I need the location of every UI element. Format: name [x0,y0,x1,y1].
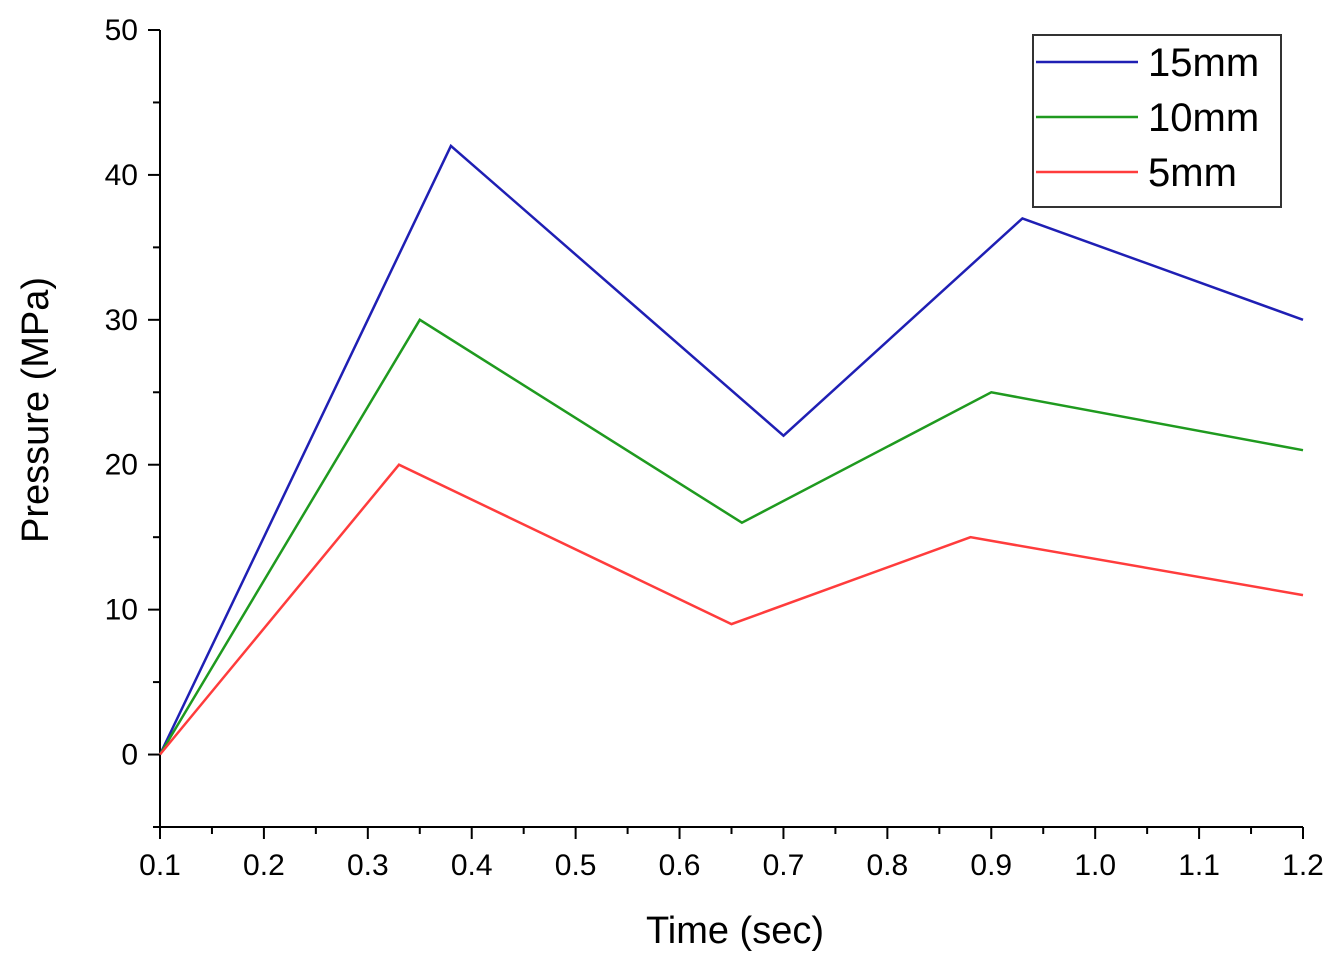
y-tick-label: 50 [105,14,138,47]
axes: 0 10 20 30 40 50 0.1 0.2 0.3 0.4 0.5 0.6 0.7 0.8 0.9 1… [105,14,1324,882]
x-tick-label: 0.3 [347,849,389,882]
x-tick-label: 0.1 [139,849,181,882]
legend-label-5mm: 5mm [1148,151,1237,195]
x-tick-label: 0.4 [451,849,493,882]
legend: 15mm 10mm 5mm [1032,34,1282,208]
x-axis-label: Time (sec) [646,910,824,952]
x-tick-label: 0.2 [243,849,285,882]
legend-items: 15mm 10mm 5mm [1036,41,1259,195]
x-tick-label: 0.6 [659,849,701,882]
y-ticks: 0 10 20 30 40 50 [105,14,160,828]
x-tick-label: 0.9 [970,849,1012,882]
y-tick-label: 0 [121,739,138,772]
legend-label-15mm: 15mm [1148,41,1259,85]
y-tick-label: 10 [105,594,138,627]
legend-label-10mm: 10mm [1148,96,1259,140]
x-tick-label: 1.0 [1074,849,1116,882]
y-tick-label: 20 [105,449,138,482]
series-line-10mm [158,318,1304,756]
series-line-15mm [158,143,1304,756]
x-tick-label: 1.1 [1178,849,1220,882]
y-axis-label: Pressure (MPa) [15,277,57,543]
x-tick-label: 1.2 [1282,849,1324,882]
x-ticks: 0.1 0.2 0.3 0.4 0.5 0.6 0.7 0.8 0.9 1.0 1.1 1.2 [139,827,1324,882]
y-tick-label: 30 [105,304,138,337]
series-line-5mm [159,463,1304,756]
x-tick-label: 0.8 [867,849,909,882]
y-tick-label: 40 [105,159,138,192]
legend-box [1032,34,1282,208]
x-tick-label: 0.7 [763,849,805,882]
x-tick-label: 0.5 [555,849,597,882]
series-group [158,143,1304,756]
